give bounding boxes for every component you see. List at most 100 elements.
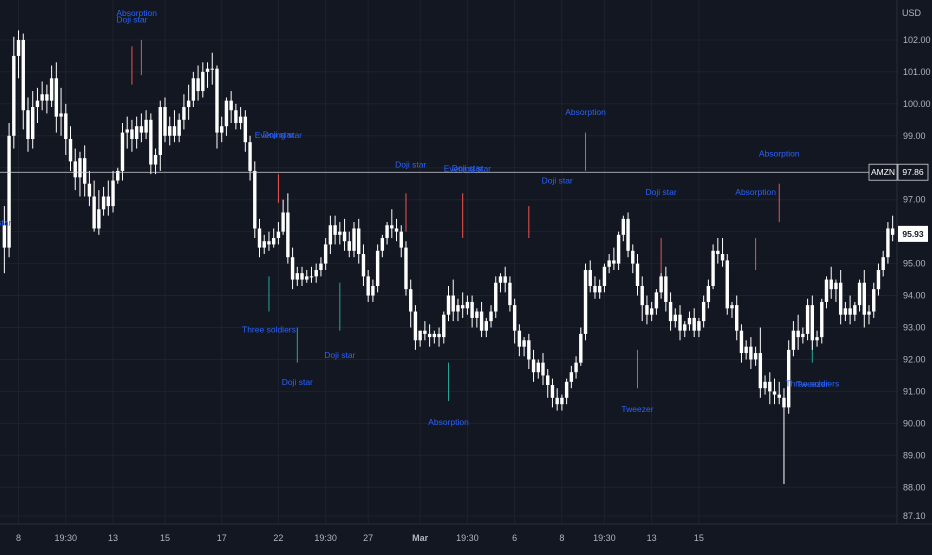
x-tick-label: 8: [559, 533, 564, 543]
pattern-label: Tweezer: [796, 379, 828, 389]
candle-body: [517, 330, 522, 347]
candle-body: [31, 107, 35, 139]
candle-body: [87, 183, 92, 197]
candle-body: [163, 107, 167, 136]
candle-body: [824, 279, 829, 302]
candle-body: [782, 397, 786, 408]
candle-body: [697, 321, 701, 331]
x-tick-label: 13: [647, 533, 657, 543]
candle-body: [399, 231, 403, 248]
candle-body: [872, 289, 876, 312]
candle-body: [21, 39, 25, 111]
candle-body: [843, 308, 848, 315]
x-tick-label: Mar: [412, 533, 429, 543]
candle-body: [64, 113, 68, 139]
candle-body: [437, 333, 441, 338]
candle-body: [229, 100, 233, 111]
candle-body: [168, 126, 172, 136]
candle-body: [215, 68, 219, 133]
candle-body: [484, 321, 488, 331]
y-tick-label: 89.00: [903, 450, 926, 460]
candle-body: [101, 196, 106, 210]
candle-body: [7, 135, 11, 248]
candle-body: [739, 330, 744, 354]
candle-body: [550, 385, 555, 398]
candle-body: [73, 161, 77, 178]
candle-body: [470, 301, 474, 318]
pattern-label: Doji star: [395, 160, 426, 170]
candle-body: [593, 285, 597, 293]
candle-body: [210, 68, 214, 70]
x-tick-label: 8: [16, 533, 21, 543]
candle-body: [546, 375, 550, 386]
candle-body: [295, 273, 300, 280]
candle-body: [498, 276, 503, 283]
pattern-label: Doji star: [324, 350, 355, 360]
pattern-label: Absorption: [116, 8, 157, 18]
candle-body: [527, 340, 531, 360]
pattern-label: Doji star: [542, 176, 573, 186]
candle-body: [390, 225, 394, 229]
candle-body: [45, 94, 49, 101]
candle-body: [153, 154, 158, 165]
candle-body: [314, 269, 318, 277]
candle-body: [791, 330, 796, 350]
candle-body: [323, 244, 328, 264]
candle-body: [139, 126, 144, 133]
candle-body: [574, 362, 578, 373]
candle-body: [645, 305, 649, 315]
candle-body: [531, 359, 536, 373]
y-tick-label: 97.00: [903, 195, 926, 205]
candle-body: [555, 397, 559, 405]
candle-body: [735, 305, 739, 331]
pattern-label: Evening star: [255, 130, 302, 140]
candle-body: [201, 71, 205, 92]
candle-body: [342, 231, 347, 242]
candle-body: [361, 254, 366, 277]
candle-body: [413, 311, 418, 341]
candle-body: [106, 196, 111, 207]
y-tick-label: 87.10: [903, 511, 926, 521]
candle-body: [536, 362, 540, 373]
candle-body: [862, 282, 866, 315]
candle-body: [116, 170, 120, 181]
candle-body: [338, 231, 342, 235]
y-tick-label: 99.00: [903, 131, 926, 141]
candle-body: [786, 349, 791, 408]
last-price-tag: [898, 225, 928, 242]
candle-body: [805, 305, 810, 334]
time-axis[interactable]: 8 19:30 13 15 17 22 19:30 27 Mar 19:30 6 8 19:30 13 15: [16, 533, 704, 543]
pattern-label: Doji star: [263, 129, 294, 139]
candle-body: [820, 301, 824, 338]
reference-price-tag-text: 97.86: [902, 167, 924, 177]
candle-body: [768, 381, 772, 392]
candle-body: [120, 132, 125, 171]
pattern-label: Absorption: [428, 417, 469, 427]
candle-body: [111, 180, 115, 207]
candle-body: [659, 276, 663, 293]
candle-body: [427, 333, 432, 338]
x-tick-label: 19:30: [456, 533, 479, 543]
candle-body: [404, 247, 408, 290]
candle-body: [366, 276, 370, 296]
candle-body: [602, 266, 607, 286]
candle-body: [205, 68, 210, 72]
candle-body: [753, 353, 758, 360]
candle-body: [125, 129, 129, 133]
candle-body: [621, 218, 626, 235]
pattern-label: Doji star: [646, 187, 677, 197]
x-tick-label: 19:30: [593, 533, 616, 543]
candle-body: [97, 209, 101, 229]
candle-body: [130, 129, 134, 139]
candle-body: [243, 116, 248, 143]
candle-body: [224, 100, 229, 127]
candle-body: [635, 263, 640, 286]
candle-body: [49, 78, 54, 101]
x-tick-label: 19:30: [55, 533, 78, 543]
pattern-label: Tweezer: [621, 404, 653, 414]
candle-body: [460, 305, 465, 309]
candle-body: [465, 301, 470, 309]
